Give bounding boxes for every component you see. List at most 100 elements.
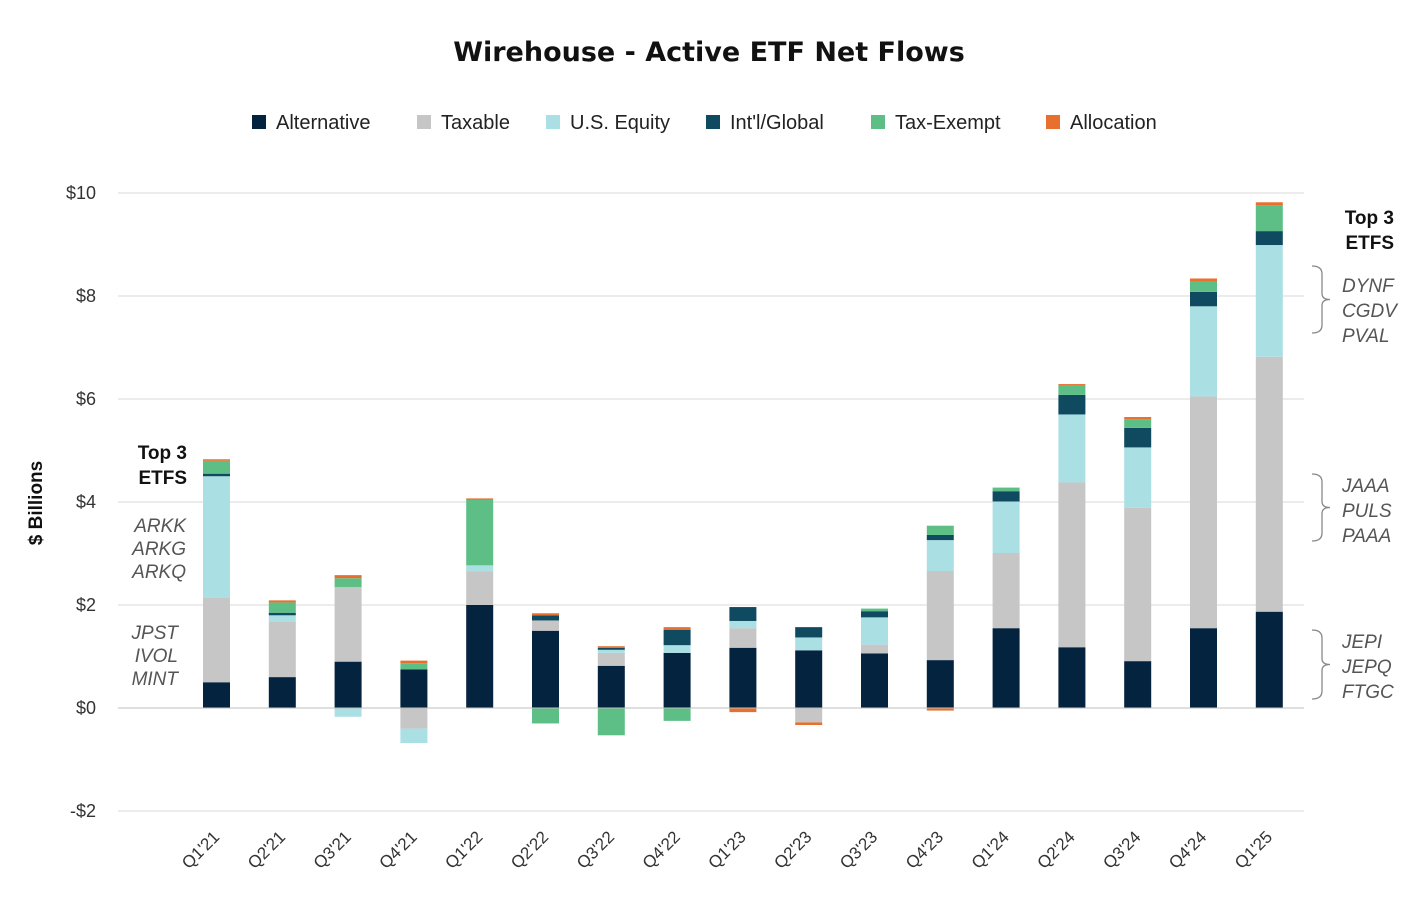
bar-allocation-q4-21 [400, 660, 428, 664]
left-annotation-ticker-arkq: ARKQ [131, 562, 186, 583]
bar-u-s-equity-q1-23 [729, 620, 757, 629]
y-tick-label: $6 [76, 389, 96, 409]
y-tick-label: $2 [76, 595, 96, 615]
bar-alternative-q1-25 [1255, 611, 1283, 708]
legend-swatch-taxable [417, 115, 431, 129]
right-annotation-heading: Top 3 [1345, 208, 1394, 229]
bar-taxable-q3-22 [597, 652, 625, 666]
bar-taxable-q1-24 [992, 552, 1020, 629]
bar-allocation-q3-21 [334, 575, 362, 579]
right-annotation-brace [1311, 473, 1331, 542]
legend: Alternative Taxable U.S. Equity Int'l/Globa… [252, 112, 1157, 134]
y-tick-label: $0 [76, 698, 96, 718]
bar-alternative-q1-22 [466, 605, 494, 708]
bar-tax-exempt-q3-21 [334, 578, 362, 587]
bar-taxable-q1-23 [729, 628, 757, 648]
bar-int-l-global-q1-24 [992, 491, 1020, 502]
right-annotation-heading: ETFS [1345, 233, 1394, 254]
bar-taxable-q3-21 [334, 586, 362, 662]
left-annotation-ticker-arkk: ARKK [133, 516, 187, 537]
bar-taxable-q3-23 [861, 644, 888, 654]
bar-taxable-q2-21 [268, 621, 296, 678]
legend-swatch-u-s-equity [546, 115, 560, 129]
bar-u-s-equity-q4-23 [926, 540, 954, 572]
bar-int-l-global-q2-22 [532, 615, 559, 621]
bar-tax-exempt-q1-21 [203, 460, 230, 474]
bar-taxable-q2-22 [532, 620, 559, 631]
x-tick-label: Q1'23 [705, 827, 750, 872]
bar-allocation-q3-24 [1124, 417, 1152, 420]
legend-label-alternative: Alternative [276, 112, 371, 134]
bar-tax-exempt-q1-24 [992, 487, 1020, 492]
bar-alternative-q1-23 [729, 647, 757, 708]
bar-int-l-global-q3-22 [597, 647, 625, 650]
bar-alternative-q1-24 [992, 628, 1020, 708]
bar-int-l-global-q2-23 [795, 627, 823, 638]
bar-int-l-global-q4-22 [663, 629, 691, 646]
bar-alternative-q4-21 [400, 669, 428, 708]
bar-int-l-global-q1-21 [203, 473, 230, 477]
bar-taxable-q4-23 [926, 571, 954, 661]
legend-swatch-int-l-global [706, 115, 720, 129]
bar-tax-exempt-q4-21 [400, 663, 428, 670]
y-tick-label: $8 [76, 286, 96, 306]
bar-tax-exempt-q4-22 [663, 708, 691, 721]
bar-alternative-q3-22 [597, 665, 625, 708]
bar-allocation-q1-22 [466, 498, 494, 500]
left-annotation-ticker-ivol: IVOL [135, 646, 178, 667]
right-annotation-ticker-jaaa: JAAA [1341, 476, 1390, 497]
right-annotation-brace [1311, 265, 1331, 334]
x-tick-label: Q4'23 [902, 827, 947, 872]
bar-tax-exempt-q2-22 [532, 708, 559, 724]
bar-tax-exempt-q1-25 [1255, 205, 1283, 232]
bar-tax-exempt-q1-22 [466, 499, 494, 566]
legend-label-u-s-equity: U.S. Equity [570, 112, 670, 134]
bar-int-l-global-q3-23 [861, 611, 888, 618]
x-tick-label: Q2'23 [770, 827, 815, 872]
right-annotation-ticker-dynf: DYNF [1342, 276, 1395, 297]
legend-label-tax-exempt: Tax-Exempt [895, 112, 1001, 134]
bar-alternative-q2-24 [1058, 647, 1086, 708]
x-tick-label: Q3'22 [573, 827, 618, 872]
x-tick-label: Q3'24 [1099, 827, 1144, 872]
x-tick-label: Q2'21 [244, 827, 289, 872]
x-axis-ticks: Q1'21 Q2'21 Q3'21 Q4'21 Q1'22 Q2'22 Q3'22 Q4'22… [178, 827, 1276, 872]
bar-allocation-q1-23 [729, 708, 757, 713]
x-tick-label: Q4'24 [1165, 827, 1210, 872]
left-annotation-ticker-arkg: ARKG [131, 539, 186, 560]
bar-int-l-global-q1-25 [1255, 231, 1283, 246]
bar-allocation-q2-23 [795, 722, 823, 725]
x-tick-label: Q1'21 [178, 827, 223, 872]
left-annotation-ticker-jpst: JPST [131, 623, 180, 644]
bars [203, 202, 1283, 744]
right-annotations: Top 3 ETFS DYNF CGDV PVAL JAAA PULS PAAA JEPI JEP… [1311, 208, 1399, 703]
bar-tax-exempt-q4-23 [926, 525, 954, 535]
bar-u-s-equity-q1-24 [992, 501, 1020, 553]
left-annotation-heading: ETFS [138, 468, 187, 489]
bar-allocation-q4-24 [1190, 278, 1217, 282]
bar-tax-exempt-q2-21 [268, 602, 296, 613]
bar-allocation-q1-21 [203, 459, 230, 461]
bar-alternative-q4-24 [1190, 628, 1217, 708]
bar-alternative-q2-21 [268, 677, 296, 708]
x-tick-label: Q2'22 [507, 827, 552, 872]
legend-label-taxable: Taxable [441, 112, 510, 134]
bar-alternative-q4-22 [663, 652, 691, 708]
bar-alternative-q3-24 [1124, 661, 1152, 708]
bar-u-s-equity-q2-21 [268, 615, 296, 622]
y-axis-title: $ Billions [26, 461, 47, 545]
bar-allocation-q4-22 [663, 627, 691, 630]
right-annotation-ticker-puls: PULS [1342, 501, 1392, 522]
bar-alternative-q4-23 [926, 660, 954, 708]
bar-u-s-equity-q2-23 [795, 637, 823, 651]
x-tick-label: Q1'22 [441, 827, 486, 872]
bar-u-s-equity-q2-24 [1058, 414, 1086, 483]
y-axis-ticks: -$2 $0 $2 $4 $6 $8 $10 [66, 183, 96, 821]
bar-taxable-q1-22 [466, 571, 494, 605]
bar-u-s-equity-q3-22 [597, 649, 625, 653]
bar-int-l-global-q3-24 [1124, 427, 1152, 448]
bar-alternative-q1-21 [203, 682, 230, 708]
right-annotation-ticker-ftgc: FTGC [1342, 682, 1394, 703]
bar-int-l-global-q4-23 [926, 534, 954, 541]
